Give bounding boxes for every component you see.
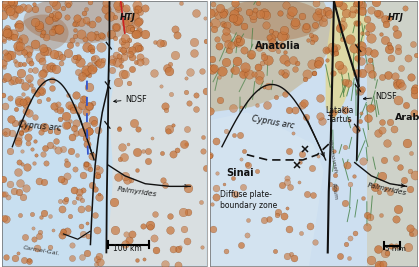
- Text: 100 km: 100 km: [113, 244, 141, 253]
- Polygon shape: [367, 1, 417, 266]
- Text: Cyprus arc: Cyprus arc: [251, 114, 295, 130]
- Text: 5 mm: 5 mm: [385, 246, 406, 252]
- Text: Carmel-Gal.: Carmel-Gal.: [23, 245, 60, 256]
- Text: Roum: Roum: [331, 183, 338, 201]
- Text: Anatolia: Anatolia: [255, 41, 301, 51]
- Text: NDSF: NDSF: [125, 95, 146, 104]
- Polygon shape: [326, 1, 367, 120]
- Text: HTJ: HTJ: [388, 13, 404, 22]
- Text: Diffuse plate-
boundary zone: Diffuse plate- boundary zone: [220, 190, 277, 210]
- Ellipse shape: [220, 0, 323, 41]
- Text: Yammouneh: Yammouneh: [326, 140, 337, 174]
- Text: Palmyrides: Palmyrides: [116, 186, 157, 198]
- Polygon shape: [210, 112, 323, 266]
- Text: HTJ: HTJ: [120, 13, 135, 22]
- Text: Arab: Arab: [395, 113, 419, 122]
- Text: Sinai: Sinai: [226, 168, 254, 178]
- Polygon shape: [100, 1, 207, 266]
- Polygon shape: [210, 1, 334, 112]
- Text: NDSF: NDSF: [375, 92, 397, 101]
- Text: Cyprus arc: Cyprus arc: [18, 120, 62, 133]
- Ellipse shape: [23, 0, 136, 44]
- Text: Latakia
-Tartus: Latakia -Tartus: [325, 106, 353, 124]
- Text: Palmyrides: Palmyrides: [367, 182, 408, 197]
- Ellipse shape: [18, 14, 69, 52]
